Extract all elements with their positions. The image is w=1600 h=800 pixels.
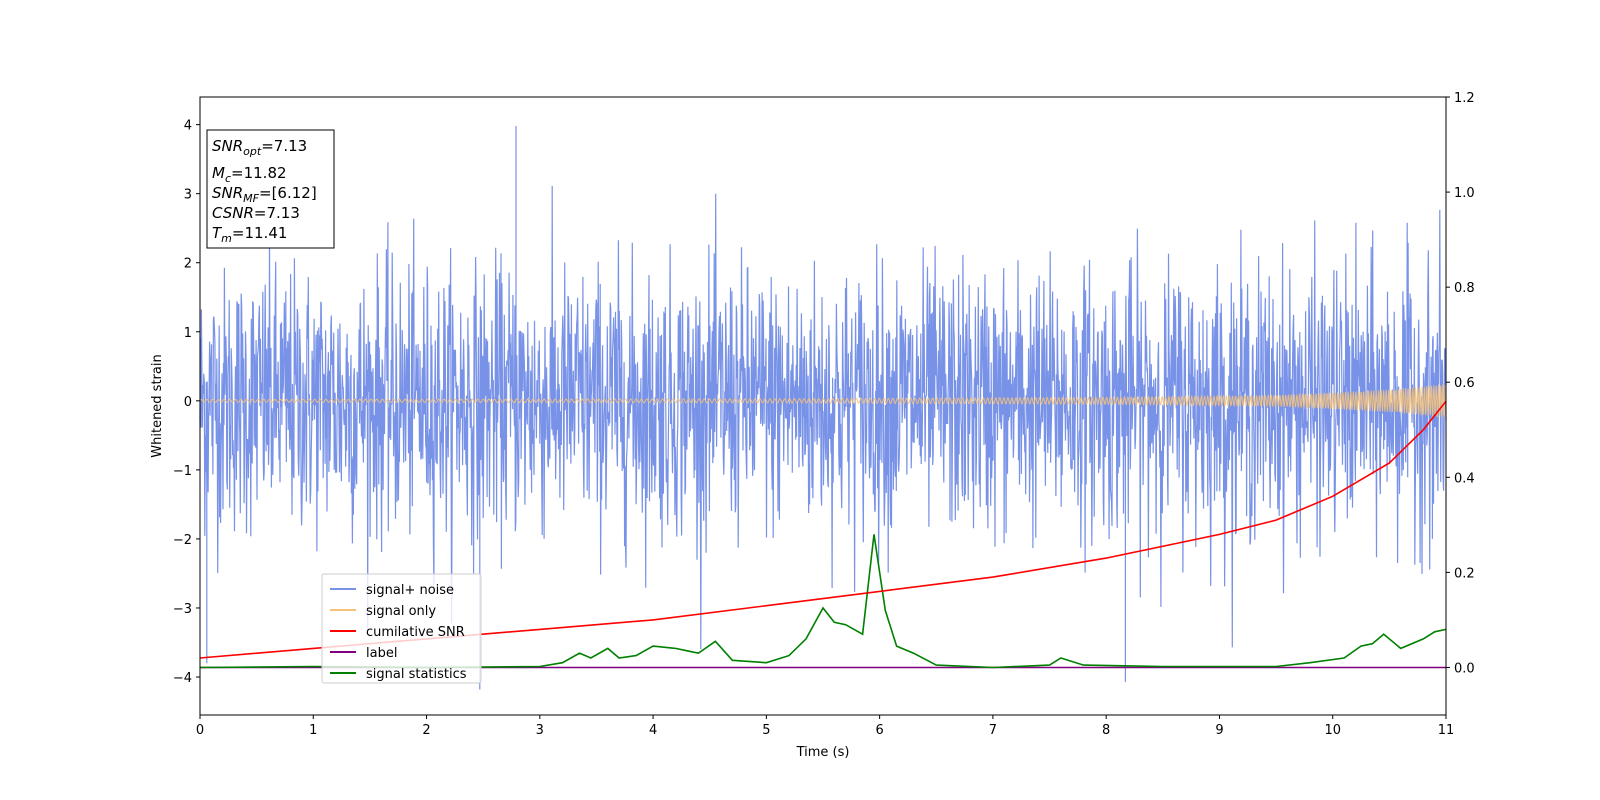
left-y-tick-label: 0 [184,395,192,410]
right-y-tick-label: 0.0 [1454,661,1475,676]
left-y-tick-label: 1 [184,326,192,341]
legend-label: signal statistics [366,667,467,682]
x-tick-label: 4 [649,723,657,738]
right-y-tick-label: 0.2 [1454,566,1475,581]
right-y-tick-label: 0.4 [1454,471,1475,486]
legend-label: label [366,646,397,661]
info-csnr: CSNR=7.13 [212,204,300,222]
info-snr-opt: SNRopt=7.13 [212,137,307,158]
y-axis-title: Whitened strain [150,354,165,457]
x-axis-ticks: 0 1 2 3 4 5 6 7 8 9 10 11 [196,715,1454,738]
right-y-tick-label: 0.6 [1454,376,1475,391]
x-tick-label: 9 [1215,723,1223,738]
x-tick-label: 10 [1324,723,1341,738]
signal-only-line [199,384,1447,418]
legend-frame [321,573,482,684]
legend: signal+ noise signal only cumilative SNR la… [321,573,482,684]
left-y-tick-label: −2 [173,533,192,548]
right-y-axis-ticks: 1.2 1.0 0.8 0.6 0.4 0.2 0.0 [1446,91,1475,676]
x-tick-label: 11 [1438,723,1455,738]
right-y-tick-label: 0.8 [1454,281,1475,296]
info-box-frame [206,129,335,249]
left-y-tick-label: 2 [184,257,192,272]
x-tick-label: 8 [1102,723,1110,738]
signal-statistics-line [199,534,1447,669]
info-snr-mf: SNRMF=[6.12] [212,184,317,205]
signal-only-series [199,384,1447,418]
plot-frame [199,96,1447,716]
x-tick-label: 2 [422,723,430,738]
left-y-tick-label: −1 [173,464,192,479]
legend-label: cumilative SNR [366,625,465,640]
right-y-tick-label: 1.2 [1454,91,1475,106]
x-tick-label: 1 [309,723,317,738]
left-y-tick-label: 4 [184,119,192,134]
x-tick-label: 0 [196,723,204,738]
signal-plus-noise-line [199,126,1447,690]
right-y-tick-label: 1.0 [1454,186,1475,201]
left-y-tick-label: −4 [173,671,192,686]
legend-label: signal only [366,604,436,619]
signal-plus-noise-series [199,126,1447,690]
x-tick-label: 5 [762,723,770,738]
left-y-tick-label: 3 [184,188,192,203]
x-tick-label: 3 [536,723,544,738]
info-box: SNRopt=7.13 Mc=11.82 SNRMF=[6.12] CSNR=7… [206,129,335,249]
x-tick-label: 7 [989,723,997,738]
left-y-tick-label: −3 [173,602,192,617]
info-mc: Mc=11.82 [212,164,287,185]
legend-entries: signal+ noise signal only cumilative SNR la… [330,583,467,682]
legend-label: signal+ noise [366,583,454,598]
x-tick-label: 6 [875,723,883,738]
x-axis-title: Time (s) [796,745,850,760]
left-y-axis-ticks: 4 3 2 1 0 −1 −2 −3 −4 [173,119,200,686]
info-tm: Tm=11.41 [212,224,287,245]
